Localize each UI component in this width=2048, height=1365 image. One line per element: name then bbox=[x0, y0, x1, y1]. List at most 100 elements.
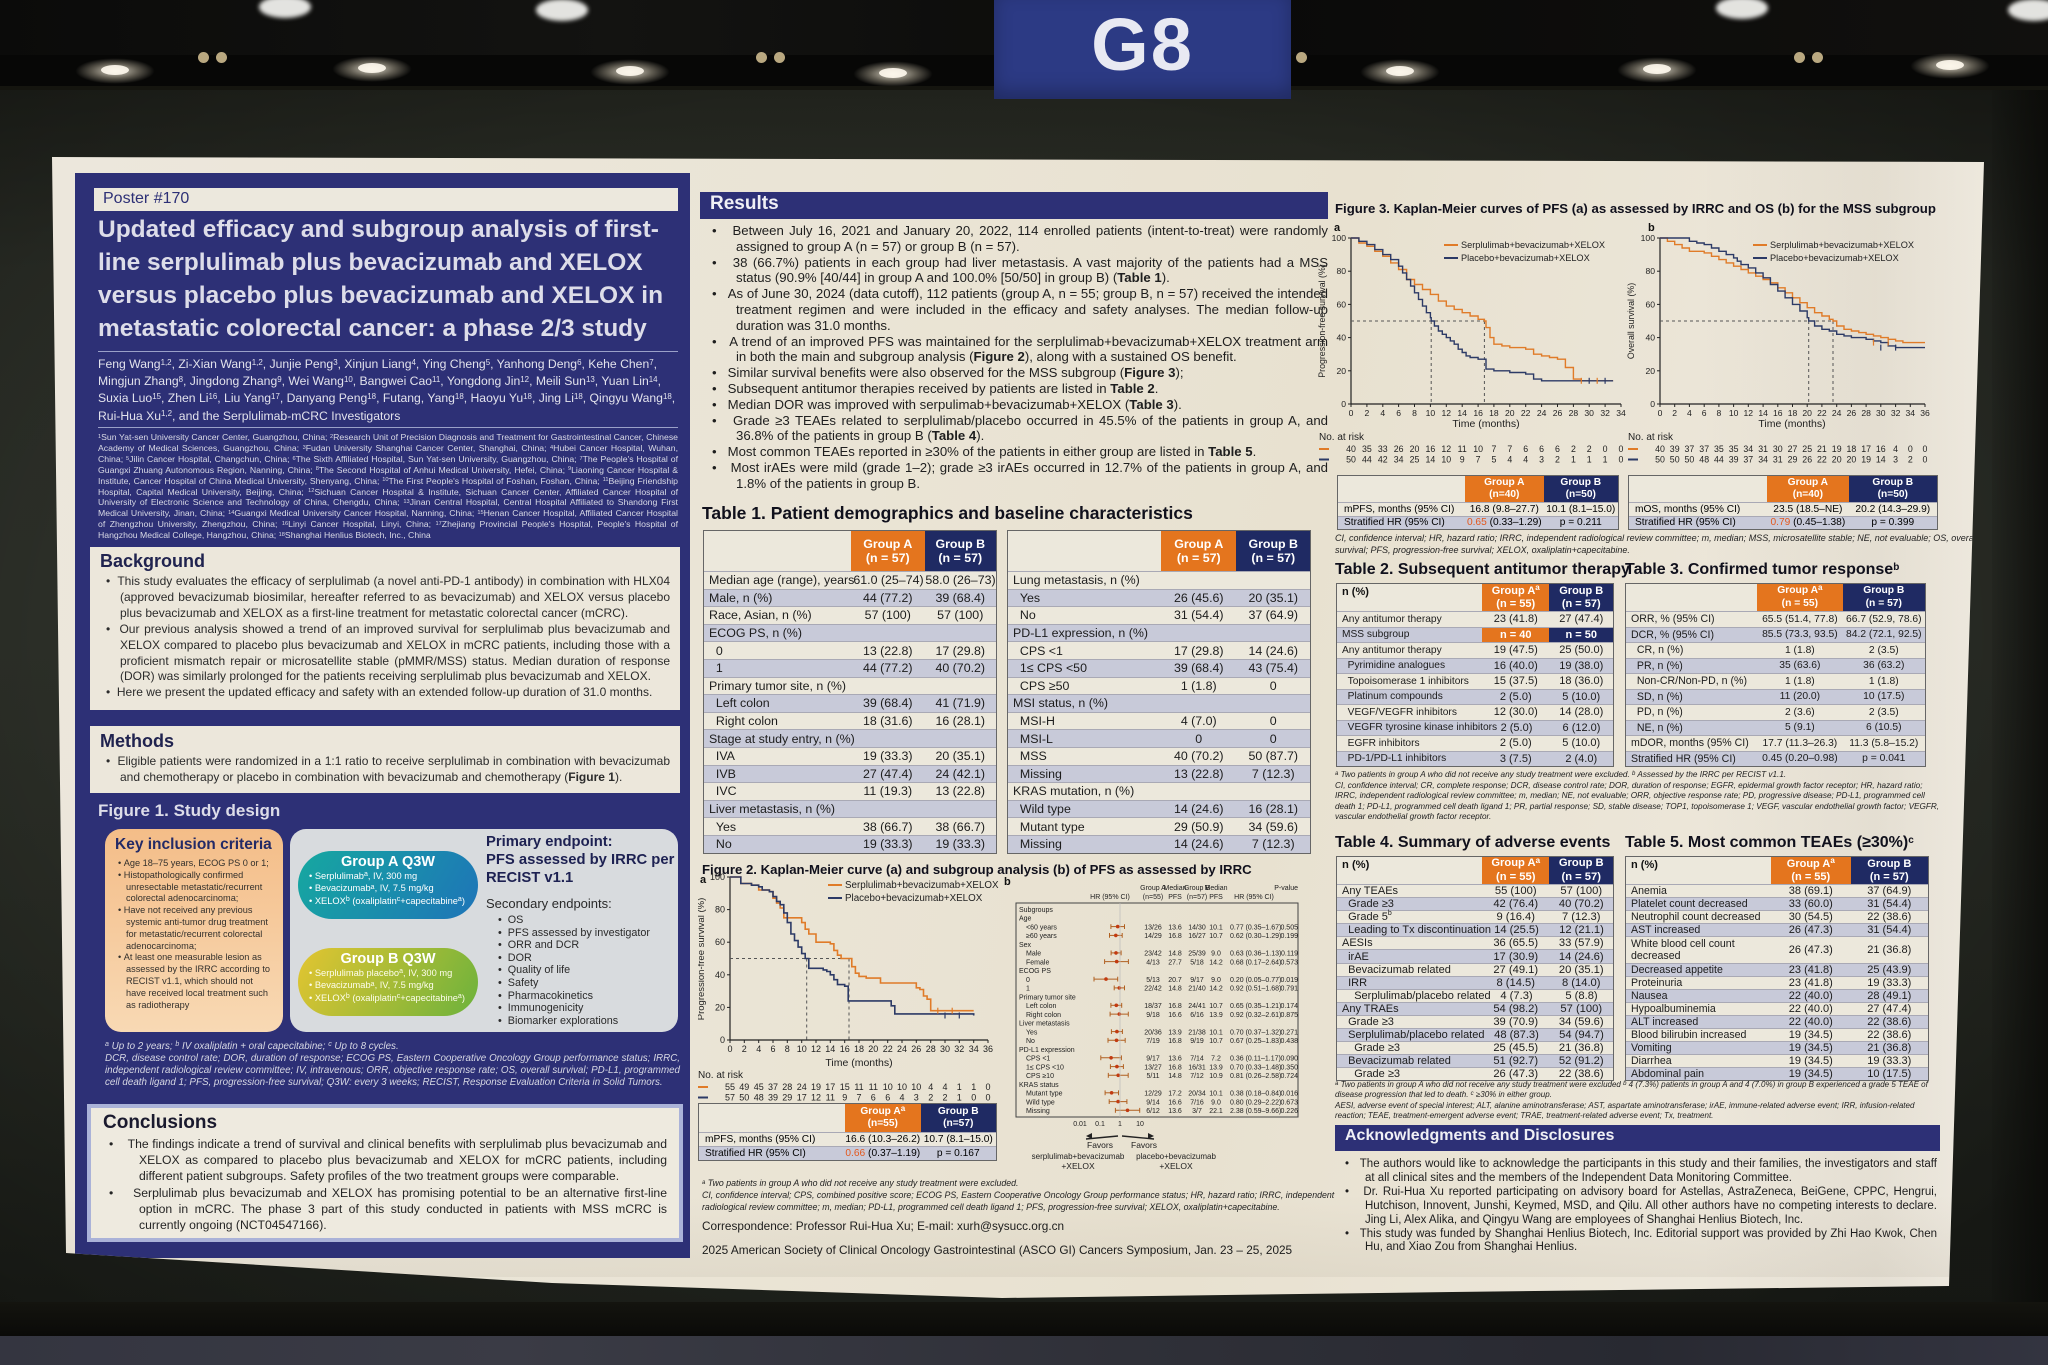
svg-text:20: 20 bbox=[868, 1044, 878, 1054]
svg-text:27: 27 bbox=[1788, 444, 1798, 454]
svg-text:0.573: 0.573 bbox=[1280, 959, 1298, 966]
svg-text:11: 11 bbox=[869, 1082, 878, 1092]
svg-text:50: 50 bbox=[1670, 455, 1680, 465]
svg-text:16: 16 bbox=[1426, 444, 1436, 454]
svg-text:2.38 (0.59–9.66): 2.38 (0.59–9.66) bbox=[1230, 1108, 1281, 1115]
svg-text:32: 32 bbox=[954, 1044, 964, 1054]
svg-text:20: 20 bbox=[1505, 408, 1515, 418]
svg-text:23/42: 23/42 bbox=[1144, 951, 1162, 958]
svg-text:Median: Median bbox=[1164, 885, 1187, 892]
svg-text:0: 0 bbox=[1650, 399, 1655, 409]
svg-text:PD-L1 expression: PD-L1 expression bbox=[1019, 1047, 1075, 1054]
svg-text:14: 14 bbox=[825, 1044, 835, 1054]
svg-text:4: 4 bbox=[1507, 455, 1512, 465]
svg-text:Placebo+bevacizumab+XELOX: Placebo+bevacizumab+XELOX bbox=[845, 893, 983, 904]
svg-text:10: 10 bbox=[1441, 455, 1451, 465]
svg-text:10: 10 bbox=[1136, 1121, 1144, 1128]
svg-text:Female: Female bbox=[1026, 959, 1049, 966]
svg-text:8: 8 bbox=[1412, 408, 1417, 418]
svg-text:16.8: 16.8 bbox=[1168, 933, 1182, 940]
svg-text:18: 18 bbox=[1489, 408, 1499, 418]
svg-text:9/17: 9/17 bbox=[1190, 977, 1204, 984]
svg-text:14.8: 14.8 bbox=[1168, 951, 1182, 958]
svg-text:27.7: 27.7 bbox=[1168, 959, 1182, 966]
svg-text:0.01: 0.01 bbox=[1073, 1121, 1087, 1128]
svg-text:10: 10 bbox=[1426, 408, 1436, 418]
svg-text:4: 4 bbox=[756, 1044, 761, 1054]
svg-text:0: 0 bbox=[1026, 977, 1030, 984]
svg-text:0.505: 0.505 bbox=[1280, 924, 1298, 931]
svg-text:39: 39 bbox=[1670, 444, 1680, 454]
svg-text:22/42: 22/42 bbox=[1144, 986, 1162, 993]
svg-text:16/31: 16/31 bbox=[1188, 1064, 1206, 1071]
svg-text:34: 34 bbox=[1758, 455, 1768, 465]
svg-text:44: 44 bbox=[1362, 455, 1372, 465]
svg-text:34: 34 bbox=[1906, 408, 1916, 418]
svg-text:0: 0 bbox=[1619, 444, 1624, 454]
svg-text:28: 28 bbox=[1569, 408, 1579, 418]
svg-text:1: 1 bbox=[1118, 1121, 1122, 1128]
svg-text:25/39: 25/39 bbox=[1188, 951, 1206, 958]
svg-text:35: 35 bbox=[1714, 444, 1724, 454]
svg-text:20: 20 bbox=[1645, 366, 1655, 376]
svg-text:Age: Age bbox=[1019, 916, 1032, 923]
svg-text:24: 24 bbox=[1832, 408, 1842, 418]
svg-text:40: 40 bbox=[1346, 444, 1356, 454]
svg-text:16: 16 bbox=[1773, 408, 1783, 418]
svg-text:22: 22 bbox=[1817, 455, 1827, 465]
svg-text:6: 6 bbox=[1539, 444, 1544, 454]
svg-text:Time (months): Time (months) bbox=[825, 1057, 892, 1069]
svg-text:2: 2 bbox=[928, 1093, 933, 1103]
svg-text:37: 37 bbox=[1743, 455, 1753, 465]
svg-text:7.2: 7.2 bbox=[1211, 1056, 1221, 1063]
svg-text:14: 14 bbox=[1426, 455, 1436, 465]
svg-text:Missing: Missing bbox=[1026, 1108, 1050, 1115]
svg-text:17.2: 17.2 bbox=[1168, 1091, 1182, 1098]
svg-text:placebo+bevacizumab: placebo+bevacizumab bbox=[1136, 1152, 1216, 1161]
svg-text:5/11: 5/11 bbox=[1146, 1073, 1159, 1080]
svg-text:35: 35 bbox=[1362, 444, 1372, 454]
svg-text:0: 0 bbox=[1349, 408, 1354, 418]
svg-text:30: 30 bbox=[940, 1044, 950, 1054]
svg-text:HR (95% CI): HR (95% CI) bbox=[1090, 894, 1130, 901]
svg-text:CPS <1: CPS <1 bbox=[1026, 1056, 1050, 1063]
svg-text:16.8: 16.8 bbox=[1168, 1003, 1182, 1010]
svg-text:40: 40 bbox=[1655, 444, 1665, 454]
svg-text:26: 26 bbox=[1553, 408, 1563, 418]
svg-text:1: 1 bbox=[1603, 455, 1608, 465]
svg-text:Median: Median bbox=[1205, 885, 1228, 892]
svg-text:14.2: 14.2 bbox=[1209, 986, 1223, 993]
svg-text:21/40: 21/40 bbox=[1188, 986, 1206, 993]
svg-text:9.0: 9.0 bbox=[1211, 951, 1221, 958]
svg-text:0.62 (0.30–1.29): 0.62 (0.30–1.29) bbox=[1230, 933, 1281, 940]
svg-text:22: 22 bbox=[1521, 408, 1531, 418]
svg-text:CPS ≥10: CPS ≥10 bbox=[1026, 1073, 1054, 1080]
svg-text:PFS: PFS bbox=[1168, 894, 1182, 901]
svg-text:29: 29 bbox=[1788, 455, 1798, 465]
svg-text:7: 7 bbox=[1476, 455, 1481, 465]
svg-text:20: 20 bbox=[1847, 455, 1857, 465]
svg-text:2: 2 bbox=[1571, 444, 1576, 454]
svg-text:20: 20 bbox=[1410, 444, 1420, 454]
svg-text:1: 1 bbox=[1587, 455, 1592, 465]
svg-text:36: 36 bbox=[983, 1044, 993, 1054]
svg-text:28: 28 bbox=[782, 1082, 792, 1092]
svg-text:Yes: Yes bbox=[1026, 1029, 1038, 1036]
svg-text:10: 10 bbox=[897, 1082, 907, 1092]
svg-text:6: 6 bbox=[770, 1044, 775, 1054]
svg-text:12: 12 bbox=[1442, 408, 1452, 418]
svg-text:32: 32 bbox=[1600, 408, 1610, 418]
svg-text:Primary tumor site: Primary tumor site bbox=[1019, 994, 1076, 1001]
svg-text:b: b bbox=[1648, 223, 1655, 234]
svg-text:40: 40 bbox=[715, 970, 725, 980]
svg-text:40: 40 bbox=[1336, 333, 1346, 343]
svg-text:13/27: 13/27 bbox=[1144, 1064, 1162, 1071]
svg-text:0.174: 0.174 bbox=[1280, 1003, 1298, 1010]
svg-text:Favors: Favors bbox=[1087, 1140, 1113, 1150]
svg-text:0.271: 0.271 bbox=[1280, 1029, 1298, 1036]
svg-text:16: 16 bbox=[1473, 408, 1483, 418]
svg-text:9/19: 9/19 bbox=[1190, 1038, 1204, 1045]
svg-text:0: 0 bbox=[727, 1044, 732, 1054]
svg-text:16.8: 16.8 bbox=[1168, 1064, 1182, 1071]
svg-text:0: 0 bbox=[1341, 399, 1346, 409]
